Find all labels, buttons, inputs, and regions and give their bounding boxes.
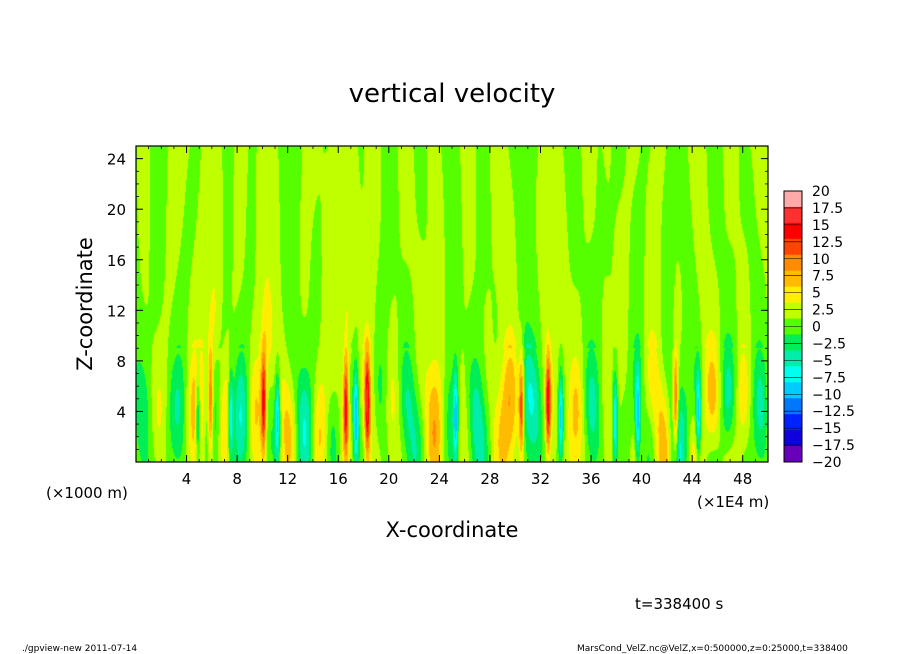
colorbar-label: 20	[812, 184, 830, 200]
colorbar-swatch	[784, 302, 802, 319]
colorbar-label: 0	[812, 320, 821, 336]
y-axis-title: Z-coordinate	[73, 237, 97, 371]
x-tick-label: 40	[632, 470, 651, 488]
x-tick-label: 16	[329, 470, 348, 488]
y-tick-label: 4	[116, 403, 126, 421]
colorbar-label: −20	[812, 455, 842, 471]
colorbar-label: −10	[812, 387, 842, 403]
x-scale-label: (×1E4 m)	[697, 493, 769, 511]
colorbar-swatch	[784, 238, 802, 256]
colorbar-label: −2.5	[812, 336, 846, 352]
chart-title: vertical velocity	[349, 79, 556, 109]
colorbar-label: −7.5	[812, 370, 846, 386]
colorbar-swatch	[784, 366, 802, 383]
y-tick-label: 8	[116, 353, 126, 371]
colorbar-label: 12.5	[812, 235, 843, 251]
footer-right: MarsCond_VelZ.nc@VelZ,x=0:500000,z=0:250…	[577, 644, 848, 654]
colorbar-swatch	[784, 334, 802, 351]
x-tick-label: 32	[531, 470, 550, 488]
plot-area	[135, 145, 769, 463]
time-annotation: t=338400 s	[635, 595, 723, 613]
footer-left: ./gpview-new 2011-07-14	[22, 644, 137, 654]
y-tick-label: 16	[107, 252, 126, 270]
colorbar-label: 5	[812, 286, 821, 302]
x-tick-label: 8	[232, 470, 242, 488]
colorbar-swatch	[784, 191, 802, 208]
x-tick-label: 12	[278, 470, 297, 488]
colorbar: 2017.51512.5107.552.50−2.5−5−7.5−10−12.5…	[783, 184, 855, 471]
colorbar-label: −12.5	[812, 404, 855, 420]
colorbar-swatch	[784, 206, 802, 224]
colorbar-swatch	[784, 222, 802, 240]
x-tick-label: 24	[430, 470, 449, 488]
x-axis: 4 8 12 16 20 24 28 32 36 40 44 48	[148, 146, 756, 488]
colorbar-swatch	[784, 270, 802, 287]
colorbar-label: 2.5	[812, 303, 834, 319]
x-tick-label: 44	[683, 470, 702, 488]
colorbar-label: 17.5	[812, 201, 843, 217]
y-scale-label: (×1000 m)	[46, 484, 128, 502]
y-tick-label: 12	[107, 302, 126, 320]
colorbar-swatch	[784, 430, 802, 447]
colorbar-swatch	[784, 382, 802, 399]
colorbar-label: −5	[812, 353, 833, 369]
colorbar-swatch	[784, 254, 802, 272]
colorbar-swatch	[784, 286, 802, 303]
x-tick-label: 4	[182, 470, 192, 488]
colorbar-label: 10	[812, 252, 830, 268]
x-tick-label: 28	[480, 470, 499, 488]
colorbar-swatch	[784, 350, 802, 367]
heatmap-field	[136, 146, 768, 462]
colorbar-swatch	[784, 398, 802, 415]
colorbar-label: 15	[812, 218, 830, 234]
y-axis: 4 8 12 16 20 24	[107, 151, 768, 450]
colorbar-label: −17.5	[812, 438, 855, 454]
x-tick-label: 20	[379, 470, 398, 488]
x-tick-label: 36	[581, 470, 600, 488]
colorbar-label: −15	[812, 421, 842, 437]
y-tick-label: 24	[107, 151, 126, 169]
colorbar-label: 7.5	[812, 269, 834, 285]
colorbar-swatch	[784, 414, 802, 431]
colorbar-swatch	[784, 446, 802, 463]
x-tick-label: 48	[733, 470, 752, 488]
y-tick-label: 20	[107, 201, 126, 219]
x-axis-title: X-coordinate	[386, 518, 519, 542]
